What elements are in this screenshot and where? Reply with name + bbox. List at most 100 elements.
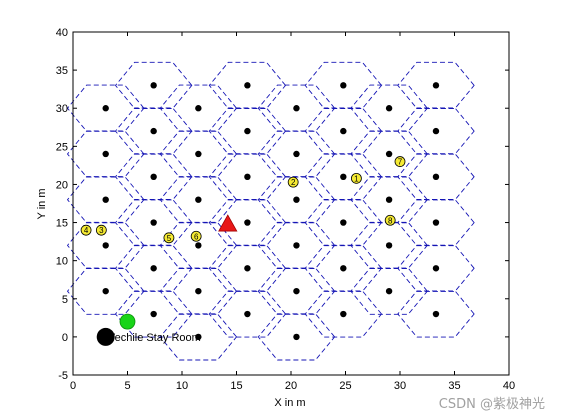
hex-cell: [304, 107, 383, 155]
base-station-point: [150, 310, 157, 318]
hex-cell: [304, 290, 383, 338]
user-point: [287, 176, 299, 188]
base-station-point: [293, 105, 300, 112]
hex-cell: [66, 130, 145, 178]
base-station-point: [244, 82, 251, 89]
base-station-point: [102, 150, 109, 158]
base-station-point: [432, 82, 440, 89]
base-station-point: [385, 196, 393, 203]
hex-cell: [350, 176, 428, 224]
base-station-point: [293, 150, 300, 158]
base-station-point: [293, 242, 300, 249]
hex-cell: [350, 130, 428, 178]
base-station-point: [150, 219, 157, 226]
uav-triangle: [218, 214, 238, 232]
markers: 4 3 5 6 2 1 8 7 Vechile Stay Room: [80, 156, 406, 346]
user-label: 7: [398, 158, 403, 167]
x-tick-label: 35: [448, 380, 460, 392]
user-point: [80, 224, 92, 236]
y-tick-label: 20: [56, 179, 68, 191]
base-station-point: [150, 127, 157, 135]
base-station-point: [150, 173, 157, 181]
hex-cell: [350, 84, 428, 132]
x-tick-label: 40: [503, 380, 515, 392]
base-station-point: [244, 127, 251, 135]
hex-cell: [114, 290, 193, 338]
user-label: 6: [194, 232, 199, 241]
x-tick-label: 5: [124, 380, 130, 392]
base-station-point: [195, 287, 202, 295]
base-station-point: [385, 105, 393, 112]
y-tick-label: 10: [56, 256, 68, 268]
user-label: 5: [167, 234, 172, 243]
base-station-point: [195, 333, 202, 341]
hex-cell: [159, 267, 238, 315]
user-label: 8: [388, 216, 393, 225]
hex-cell: [208, 244, 287, 292]
hex-cell: [66, 221, 145, 269]
stay-room-point: [96, 327, 115, 346]
base-station-point: [195, 105, 202, 112]
base-station-point: [195, 196, 202, 203]
user-point: [384, 214, 396, 226]
base-station-point: [244, 265, 251, 272]
x-tick-label: 10: [176, 380, 188, 392]
hex-cell: [114, 199, 193, 247]
y-tick-label: 40: [56, 27, 68, 39]
base-station-point: [385, 287, 393, 295]
y-tick-label: 25: [56, 141, 68, 153]
base-station-point: [340, 310, 347, 318]
hex-cell: [66, 267, 145, 315]
base-station-point: [102, 242, 109, 249]
hex-cell: [257, 267, 336, 315]
hex-cell: [257, 176, 336, 224]
hex-cell: [304, 199, 383, 247]
base-station-point: [195, 242, 202, 249]
base-station-point: [340, 265, 347, 272]
user-label: 1: [354, 174, 359, 183]
axes-box: [72, 31, 510, 376]
base-station-point: [385, 242, 393, 249]
y-tick-label: 5: [62, 294, 68, 306]
base-station-point: [150, 82, 157, 89]
user-point: [394, 156, 406, 167]
user-point: [95, 224, 107, 236]
user-point: [190, 230, 202, 242]
base-station-point: [340, 173, 347, 181]
hex-cell: [304, 153, 383, 201]
hexagon-cells: [66, 61, 475, 361]
hex-cell: [350, 221, 428, 269]
base-station-point: [432, 310, 440, 318]
hex-cell: [114, 107, 193, 155]
hex-cell: [350, 267, 428, 315]
hex-cell: [208, 199, 287, 247]
x-tick-label: 25: [339, 380, 351, 392]
hex-cell: [66, 176, 145, 224]
base-station-point: [102, 196, 109, 203]
x-tick-label: 20: [285, 380, 297, 392]
hex-cell: [114, 244, 193, 292]
y-tick-label: -5: [58, 370, 68, 382]
x-tick-label: 15: [230, 380, 242, 392]
hex-cell: [397, 199, 475, 247]
hex-cell: [208, 153, 287, 201]
base-station-point: [244, 310, 251, 318]
hex-cell: [304, 61, 383, 109]
y-tick-label: 35: [56, 65, 68, 77]
user-point: [350, 172, 362, 184]
user-label: 2: [291, 178, 296, 187]
green-point: [119, 313, 136, 330]
base-stations: [102, 82, 440, 341]
y-axis-label: Y in m: [36, 189, 48, 220]
hex-cell: [397, 290, 475, 338]
x-tick-label: 0: [70, 380, 76, 392]
hex-cell: [397, 61, 475, 109]
hex-cell: [257, 313, 336, 361]
base-station-point: [340, 219, 347, 226]
watermark: CSDN @紫极神光: [439, 397, 545, 412]
base-station-point: [293, 333, 300, 341]
hex-cell: [397, 107, 475, 155]
hex-cell: [159, 130, 238, 178]
